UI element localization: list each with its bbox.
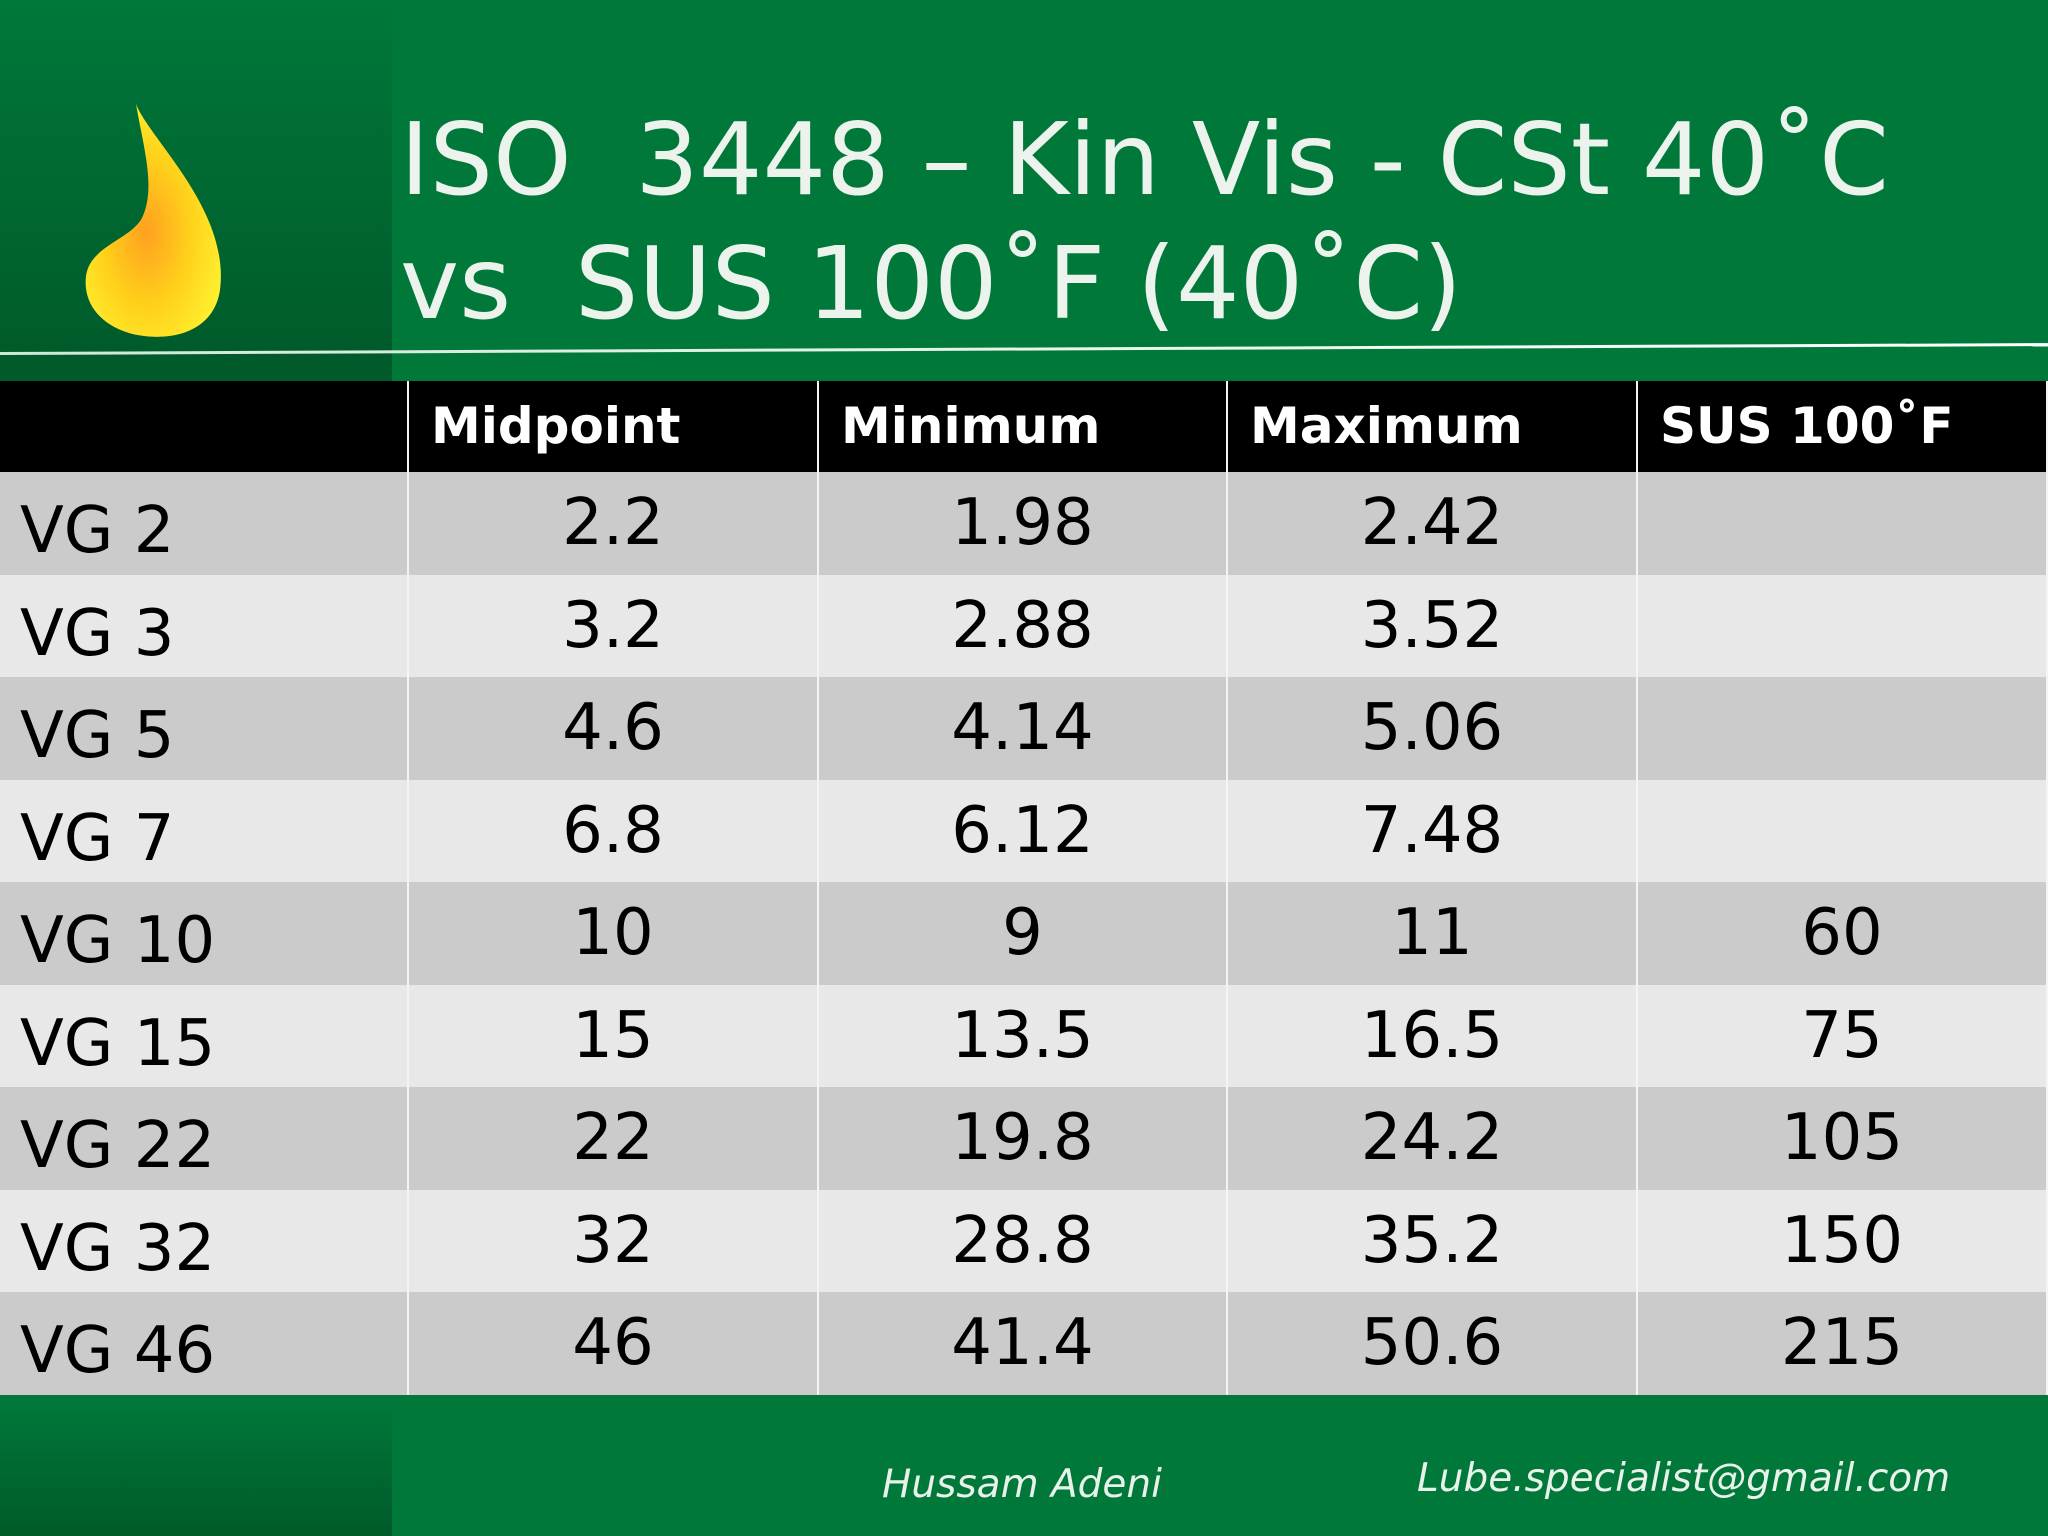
data-cell: 7.48 (1228, 779, 1638, 882)
row-label: VG 5 (0, 677, 409, 780)
row-label: VG 15 (0, 984, 409, 1087)
data-cell (1638, 574, 2048, 677)
data-cell: 10 (409, 882, 819, 985)
data-cell: 215 (1638, 1292, 2048, 1395)
row-label: VG 2 (0, 472, 409, 575)
data-cell: 4.6 (409, 677, 819, 780)
header-cell: Maximum (1228, 381, 1638, 472)
data-cell: 3.52 (1228, 574, 1638, 677)
data-cell: 35.2 (1228, 1189, 1638, 1292)
data-cell: 5.06 (1228, 677, 1638, 780)
row-label: VG 22 (0, 1087, 409, 1190)
data-cell: 1.98 (819, 472, 1228, 575)
data-cell: 4.14 (819, 677, 1228, 780)
data-cell: 2.88 (819, 574, 1228, 677)
data-cell: 28.8 (819, 1189, 1228, 1292)
header-cell: SUS 100˚F (1638, 381, 2048, 472)
data-cell: 46 (409, 1292, 819, 1395)
row-label: VG 46 (0, 1292, 409, 1395)
data-cell: 11 (1228, 882, 1638, 985)
data-cell: 60 (1638, 882, 2048, 985)
data-cell: 13.5 (819, 984, 1228, 1087)
data-cell: 50.6 (1228, 1292, 1638, 1395)
data-cell: 105 (1638, 1087, 2048, 1190)
data-cell (1638, 677, 2048, 780)
data-cell: 2.2 (409, 472, 819, 575)
data-cell: 9 (819, 882, 1228, 985)
data-cell: 19.8 (819, 1087, 1228, 1190)
title-line: vs SUS 100˚F (40˚C) (400, 225, 1463, 342)
header-cell: Minimum (819, 381, 1228, 472)
data-cell: 15 (409, 984, 819, 1087)
data-cell (1638, 779, 2048, 882)
row-label: VG 32 (0, 1189, 409, 1292)
row-label: VG 10 (0, 882, 409, 985)
row-label: VG 7 (0, 779, 409, 882)
header-cell: Midpoint (409, 381, 819, 472)
data-cell: 22 (409, 1087, 819, 1190)
row-label: VG 3 (0, 574, 409, 677)
data-cell: 2.42 (1228, 472, 1638, 575)
data-cell: 6.8 (409, 779, 819, 882)
header-cell (0, 381, 409, 472)
author: Hussam Adeni (882, 1462, 1162, 1507)
flame-icon (85, 104, 221, 337)
data-cell: 32 (409, 1189, 819, 1292)
title-line: ISO 3448 – Kin Vis - CSt 40˚C (400, 101, 1889, 218)
data-cell: 16.5 (1228, 984, 1638, 1087)
data-cell: 75 (1638, 984, 2048, 1087)
email: Lube.specialist@gmail.com (1417, 1456, 1951, 1501)
data-cell: 150 (1638, 1189, 2048, 1292)
data-cell: 41.4 (819, 1292, 1228, 1395)
data-cell: 24.2 (1228, 1087, 1638, 1190)
data-cell (1638, 472, 2048, 575)
data-cell: 3.2 (409, 574, 819, 677)
data-cell: 6.12 (819, 779, 1228, 882)
